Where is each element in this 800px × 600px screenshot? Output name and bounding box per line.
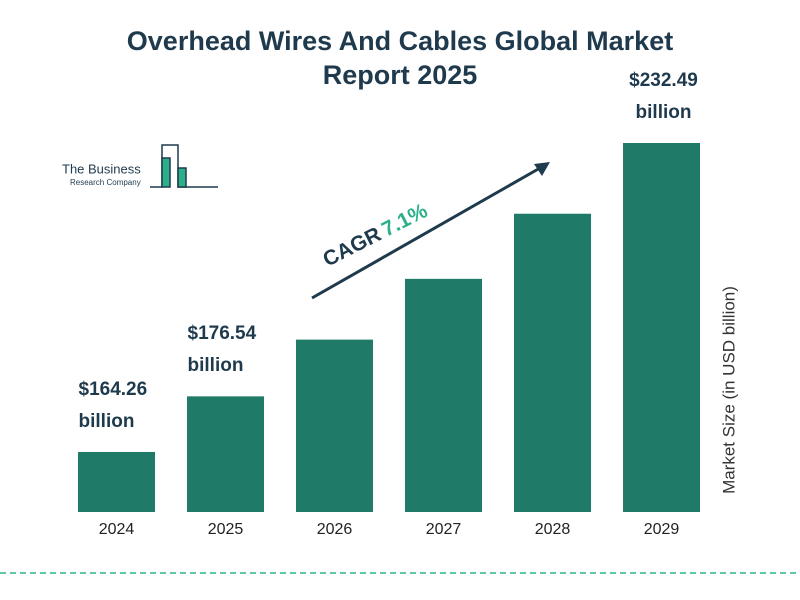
logo-subtext: Research Company: [70, 178, 141, 187]
logo-bar: [161, 157, 171, 188]
logo-bar: [177, 167, 187, 188]
bar: [187, 396, 264, 512]
x-tick-label: 2025: [208, 521, 244, 538]
value-label: $176.54 billion: [187, 323, 257, 377]
bar: [296, 339, 373, 512]
x-tick-label: 2026: [317, 521, 353, 538]
logo: [150, 144, 218, 188]
x-tick-label: 2028: [535, 521, 571, 538]
bar: [405, 278, 482, 512]
x-tick-label: 2024: [99, 521, 135, 538]
bar: [514, 213, 591, 512]
cagr-arrowhead: [534, 162, 550, 176]
value-label: $232.49 billion: [629, 70, 698, 123]
chart-title: Overhead Wires And Cables Global Market …: [126, 26, 674, 90]
x-tick-label: 2029: [644, 521, 680, 538]
value-label: $164.26 billion: [78, 378, 148, 432]
bar: [78, 451, 155, 512]
cagr-label: CAGR: [319, 223, 385, 272]
logo-text: The Business: [62, 161, 141, 176]
bar: [623, 143, 700, 512]
cagr-arrow: [311, 166, 541, 300]
x-tick-label: 2027: [426, 521, 462, 538]
y-axis-label: Market Size (in USD billion): [719, 286, 738, 494]
